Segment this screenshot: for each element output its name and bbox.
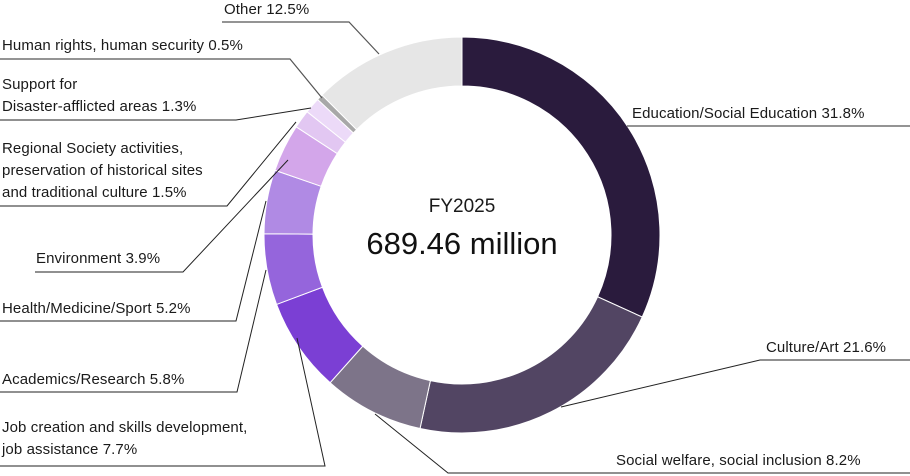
donut-slices <box>263 36 661 434</box>
leader-disaster <box>0 107 312 121</box>
center-title: FY2025 <box>428 196 496 217</box>
label-job-creation-line2: job assistance 7.7% <box>2 441 138 458</box>
leader-other <box>222 21 380 55</box>
leader-human-rights <box>0 58 323 99</box>
slice-culture-art <box>419 296 643 434</box>
label-other: Other 12.5% <box>224 1 310 18</box>
leader-health <box>0 200 267 322</box>
leader-job <box>0 337 326 467</box>
label-regional-line1: Regional Society activities, <box>2 140 184 157</box>
label-social-welfare: Social welfare, social inclusion 8.2% <box>616 452 861 469</box>
slice-other <box>321 36 463 131</box>
center-total-value: 689.46 million <box>366 226 558 261</box>
label-health: Health/Medicine/Sport 5.2% <box>2 300 191 317</box>
label-regional-line2: preservation of historical sites <box>2 162 203 179</box>
slice-education-social-education <box>461 36 661 318</box>
label-regional-line3: and traditional culture 1.5% <box>2 184 187 201</box>
leader-lines <box>0 21 910 474</box>
label-disaster-line2: Disaster-afflicted areas 1.3% <box>2 98 197 115</box>
leader-culture <box>560 359 910 408</box>
label-culture: Culture/Art 21.6% <box>766 339 887 356</box>
label-human-rights: Human rights, human security 0.5% <box>2 37 243 54</box>
leader-social <box>374 413 910 474</box>
label-education: Education/Social Education 31.8% <box>632 105 865 122</box>
label-academics: Academics/Research 5.8% <box>2 371 185 388</box>
label-disaster-line1: Support for <box>2 76 78 93</box>
label-environment: Environment 3.9% <box>36 250 161 267</box>
leader-regional <box>0 121 297 207</box>
leader-academics <box>0 269 267 393</box>
label-job-creation-line1: Job creation and skills development, <box>2 419 248 436</box>
leader-environment <box>35 159 289 273</box>
